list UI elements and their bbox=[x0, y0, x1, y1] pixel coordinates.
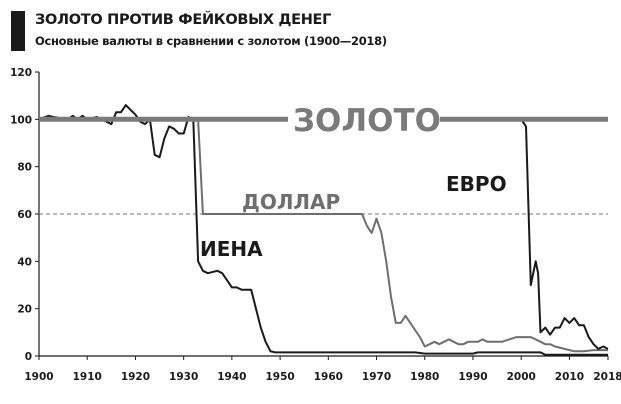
label-dollar: ДОЛЛАР bbox=[242, 190, 340, 214]
x-tick-label: 1950 bbox=[265, 371, 294, 383]
x-tick-label: 2010 bbox=[555, 371, 584, 383]
label-gold: ЗОЛОТО bbox=[293, 103, 441, 139]
x-tick-label: 1920 bbox=[121, 371, 150, 383]
header-accent-bar bbox=[11, 11, 25, 51]
x-tick-label: 1960 bbox=[314, 371, 343, 383]
y-tick-label: 60 bbox=[17, 209, 32, 221]
x-tick-label: 1910 bbox=[73, 371, 102, 383]
y-tick-label: 20 bbox=[17, 304, 32, 316]
x-tick-label: 1990 bbox=[458, 371, 487, 383]
y-tick-label: 80 bbox=[17, 162, 32, 174]
label-yen: ИЕНА bbox=[200, 237, 263, 261]
x-tick-label: 1940 bbox=[217, 371, 246, 383]
x-tick-label: 2000 bbox=[507, 371, 536, 383]
x-tick-label: 1980 bbox=[410, 371, 439, 383]
chart-subtitle: Основные валюты в сравнении с золотом (1… bbox=[35, 34, 387, 48]
series-dollar bbox=[39, 118, 608, 353]
y-tick-label: 0 bbox=[25, 351, 32, 363]
y-tick-label: 40 bbox=[17, 256, 32, 268]
chart-title: ЗОЛОТО ПРОТИВ ФЕЙКОВЫХ ДЕНЕГ bbox=[35, 12, 332, 28]
series-yen bbox=[38, 104, 608, 356]
x-tick-label: 1930 bbox=[169, 371, 198, 383]
y-tick-label: 100 bbox=[10, 114, 32, 126]
label-euro: ЕВРО bbox=[446, 172, 507, 196]
x-tick-label: 2018 bbox=[593, 371, 621, 383]
x-tick-label: 1900 bbox=[24, 371, 53, 383]
x-tick-label: 1970 bbox=[362, 371, 391, 383]
series-euro bbox=[516, 118, 609, 350]
gold-label-gap bbox=[288, 100, 440, 134]
y-tick-label: 120 bbox=[10, 67, 32, 79]
